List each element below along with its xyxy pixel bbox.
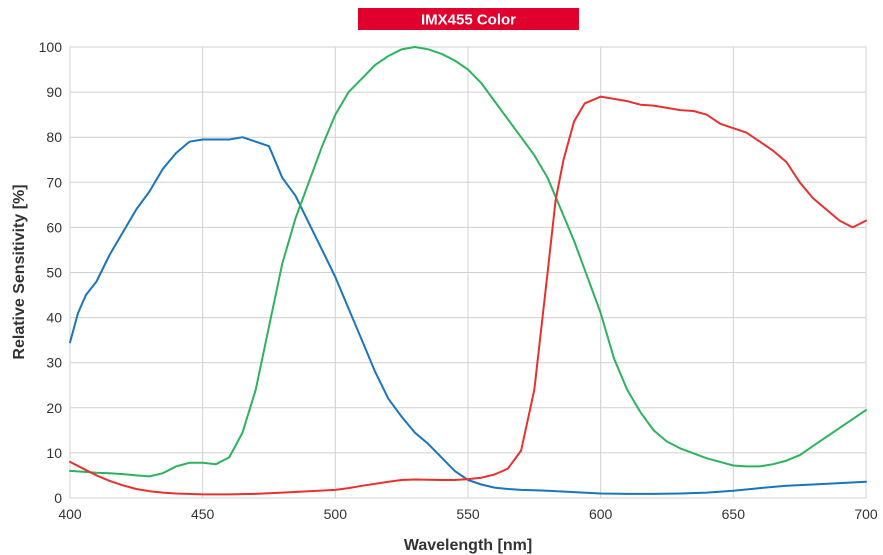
plot-frame	[69, 46, 867, 499]
series-line-2	[69, 46, 867, 478]
x-tick-labels: 400 450 500 550 600 650 700	[58, 506, 878, 522]
chart-title: IMX455 Color	[421, 12, 516, 29]
y-tick-label: 50	[46, 265, 62, 281]
y-tick-label: 90	[46, 84, 62, 100]
series-line-3	[69, 95, 867, 496]
plot-lines	[69, 46, 867, 496]
x-tick-label: 650	[722, 506, 746, 522]
y-tick-label: 100	[39, 39, 63, 55]
y-tick-label: 10	[46, 445, 62, 461]
x-axis-title: Wavelength [nm]	[404, 537, 532, 554]
y-tick-label: 80	[46, 129, 62, 145]
title-banner	[358, 8, 579, 30]
y-tick-labels: 0 10 20 30 40 50 60 70 80 90 100	[39, 39, 63, 506]
x-tick-label: 500	[324, 506, 348, 522]
x-tick-label: 400	[58, 506, 82, 522]
y-tick-label: 30	[46, 355, 62, 371]
y-tick-label: 0	[54, 490, 62, 506]
series-line-1	[69, 136, 867, 495]
x-tick-label: 450	[191, 506, 215, 522]
x-tick-label: 550	[456, 506, 480, 522]
x-tick-label: 600	[589, 506, 613, 522]
y-tick-label: 60	[46, 219, 62, 235]
x-tick-label: 700	[854, 506, 878, 522]
y-tick-label: 40	[46, 310, 62, 326]
y-axis-title: Relative Sensitivity [%]	[11, 184, 28, 359]
grid	[69, 46, 867, 499]
y-tick-label: 20	[46, 400, 62, 416]
y-tick-label: 70	[46, 174, 62, 190]
